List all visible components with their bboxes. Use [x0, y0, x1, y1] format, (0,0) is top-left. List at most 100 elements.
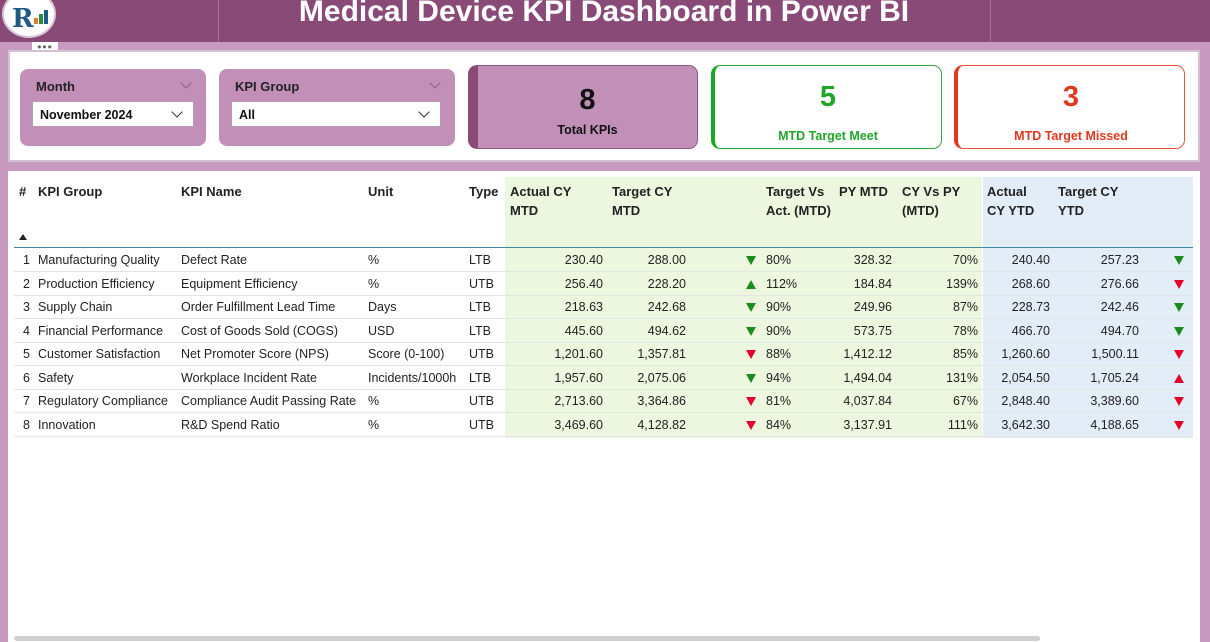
- dropdown-arrow-icon[interactable]: [171, 106, 183, 118]
- cell-act-ytd: 1,260.60: [1001, 347, 1050, 361]
- month-slicer: Month November 2024: [20, 69, 206, 146]
- table-row[interactable]: 3 Supply Chain Order Fulfillment Lead Time…: [8, 296, 1200, 319]
- total-kpis-card: 8 Total KPIs: [468, 65, 698, 149]
- cell-name: Net Promoter Score (NPS): [181, 347, 329, 361]
- row-divider: [14, 318, 1193, 319]
- cell-num: 1: [23, 253, 30, 267]
- red-down-arrow-icon: [746, 420, 756, 430]
- cell-tgt-mtd: 1,357.81: [637, 347, 686, 361]
- mtd-target-missed-value: 3: [1062, 81, 1080, 113]
- header-type[interactable]: Type: [469, 184, 499, 199]
- table-row[interactable]: 1 Manufacturing Quality Defect Rate% LTB 230…: [8, 249, 1200, 272]
- sort-ascending-icon[interactable]: [19, 234, 27, 240]
- cell-group: Financial Performance: [38, 323, 164, 338]
- header-target-cy-ytd[interactable]: Target CY YTD: [1058, 184, 1119, 218]
- cell-unit: %: [368, 276, 380, 291]
- red-down-arrow-icon: [746, 397, 756, 406]
- cell-act-ytd: 268.60: [1011, 276, 1050, 291]
- header-actual-cy-ytd[interactable]: Actual CY YTD: [987, 184, 1035, 218]
- cell-tgt-ytd: 276.66: [1100, 276, 1139, 291]
- cell-name: Equipment Efficiency: [181, 276, 298, 291]
- cell-group: Safety: [38, 370, 74, 385]
- month-dropdown[interactable]: November 2024: [32, 101, 194, 127]
- chevron-down-icon[interactable]: [429, 77, 441, 89]
- cell-py-mtd: 328.32: [853, 253, 892, 267]
- month-slicer-label: Month: [36, 79, 75, 94]
- green-down-arrow-icon: [746, 256, 756, 265]
- green-down-arrow-icon: [1174, 326, 1184, 336]
- cell-num: 4: [23, 323, 30, 338]
- row-divider: [14, 412, 1193, 413]
- header-kpi-name[interactable]: KPI Name: [181, 184, 242, 199]
- table-row[interactable]: 5 Customer Satisfaction Net Promoter Score…: [8, 343, 1200, 366]
- table-row[interactable]: 6 Safety Workplace Incident Rate Incidents/…: [8, 367, 1200, 390]
- cell-act-mtd: 2,713.60: [554, 394, 603, 408]
- cell-tgt-ytd: 242.46: [1100, 300, 1139, 314]
- cell-type: UTB: [469, 394, 494, 408]
- cell-tva-mtd: 84%: [766, 417, 792, 432]
- cell-name: Workplace Incident Rate: [181, 370, 317, 385]
- cell-act-mtd: 1,201.60: [554, 347, 603, 361]
- cell-tgt-ytd: 3,389.60: [1090, 394, 1139, 408]
- cell-tgt-mtd: 3,364.86: [637, 394, 686, 408]
- cell-group: Regulatory Compliance: [38, 394, 168, 408]
- cell-cvp-mtd: 70%: [952, 253, 978, 267]
- cell-tgt-ytd: 1,500.11: [1091, 347, 1139, 361]
- row-divider: [14, 271, 1193, 272]
- cell-name: Defect Rate: [181, 253, 248, 267]
- cell-py-mtd: 4,037.84: [843, 394, 892, 408]
- company-logo: R: [2, 0, 56, 38]
- total-kpis-label: Total KPIs: [557, 123, 618, 137]
- cell-tva-mtd: 112%: [766, 276, 798, 291]
- green-down-arrow-icon: [746, 326, 756, 336]
- cell-act-ytd: 466.70: [1011, 323, 1050, 338]
- kpi-group-dropdown-value: All: [239, 108, 255, 122]
- header-kpi-group[interactable]: KPI Group: [38, 184, 103, 199]
- kpi-group-dropdown[interactable]: All: [231, 101, 441, 127]
- cell-py-mtd: 573.75: [853, 323, 892, 338]
- table-row[interactable]: 4 Financial Performance Cost of Goods Sold…: [8, 320, 1200, 343]
- cell-name: Cost of Goods Sold (COGS): [181, 323, 339, 338]
- table-row[interactable]: 7 Regulatory Compliance Compliance Audit P…: [8, 390, 1200, 413]
- cell-py-mtd: 3,137.91: [843, 417, 892, 432]
- ytd-column-band: [983, 177, 1193, 438]
- cell-num: 5: [23, 347, 30, 361]
- red-down-arrow-icon: [1174, 397, 1184, 406]
- kpi-table: # KPI Group KPI Name Unit Type Actual CY…: [8, 171, 1200, 642]
- logo-bar: [34, 18, 38, 24]
- header-cy-vs-py-mtd[interactable]: CY Vs PY (MTD): [902, 184, 961, 218]
- cell-unit: %: [368, 394, 380, 408]
- horizontal-scrollbar[interactable]: [14, 636, 1040, 641]
- cell-type: LTB: [469, 323, 491, 338]
- cell-num: 6: [23, 370, 30, 385]
- header-actual-cy-mtd[interactable]: Actual CY MTD: [510, 184, 572, 218]
- cell-group: Production Efficiency: [38, 276, 155, 291]
- cell-type: LTB: [469, 300, 491, 314]
- red-down-arrow-icon: [1174, 279, 1184, 289]
- cell-tva-mtd: 90%: [766, 300, 792, 314]
- green-up-arrow-icon: [746, 279, 756, 289]
- mtd-target-missed-label: MTD Target Missed: [1014, 129, 1128, 143]
- month-dropdown-value: November 2024: [40, 108, 133, 122]
- dropdown-arrow-icon[interactable]: [418, 106, 430, 118]
- cell-tgt-mtd: 2,075.06: [637, 370, 686, 385]
- cell-tgt-mtd: 4,128.82: [637, 417, 686, 432]
- table-row[interactable]: 2 Production Efficiency Equipment Efficien…: [8, 273, 1200, 296]
- cell-num: 8: [23, 417, 30, 432]
- header-unit[interactable]: Unit: [368, 184, 394, 199]
- kpi-group-slicer: KPI Group All: [219, 69, 455, 146]
- header-num[interactable]: #: [19, 184, 27, 199]
- header-target-cy-mtd[interactable]: Target CY MTD: [612, 184, 673, 218]
- table-row[interactable]: 8 Innovation R&D Spend Ratio% UTB 3,469.60 4,…: [8, 414, 1200, 437]
- title-bar: Medical Device KPI Dashboard in Power BI: [0, 0, 1210, 42]
- header-py-mtd[interactable]: PY MTD: [839, 184, 888, 199]
- cell-group: Manufacturing Quality: [38, 253, 160, 267]
- chevron-down-icon[interactable]: [180, 77, 192, 89]
- cell-group: Customer Satisfaction: [38, 347, 161, 361]
- header-divider: [14, 247, 1193, 248]
- kpi-group-slicer-label: KPI Group: [235, 79, 300, 94]
- cell-py-mtd: 1,412.12: [843, 347, 892, 361]
- total-kpis-value: 8: [579, 84, 596, 116]
- header-target-vs-act-mtd[interactable]: Target Vs Act. (MTD): [766, 184, 831, 218]
- cell-tgt-ytd: 257.23: [1100, 253, 1139, 267]
